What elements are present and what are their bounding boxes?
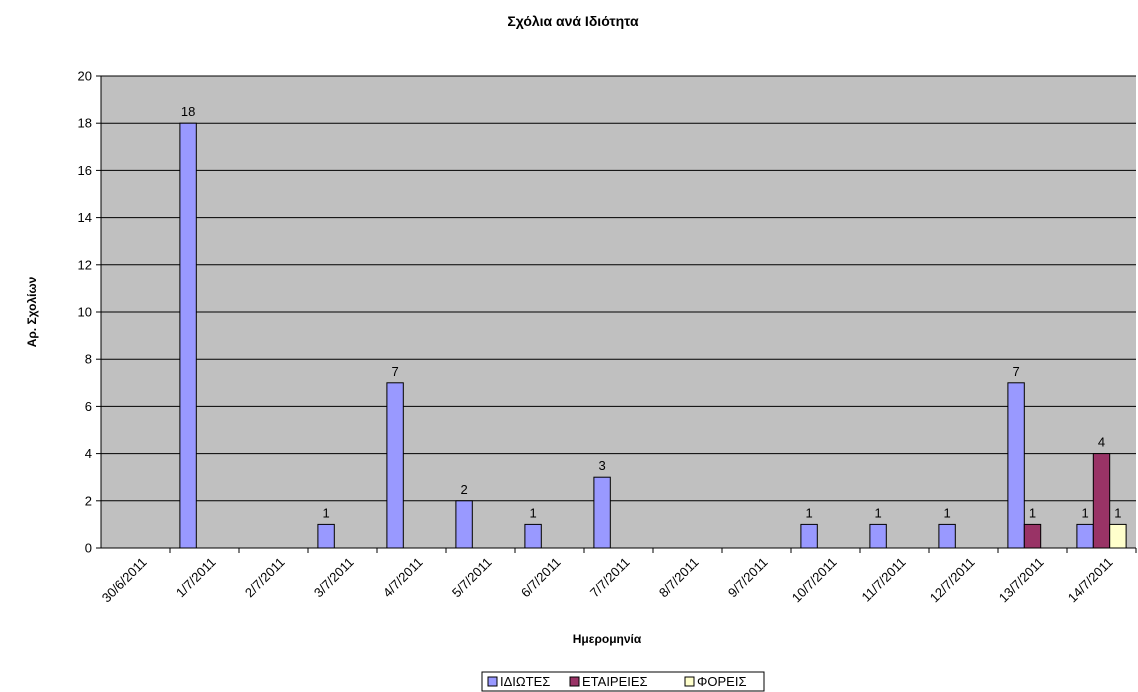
x-tick-label: 8/7/2011: [656, 555, 702, 601]
data-label: 1: [943, 505, 950, 520]
x-axis-title: Ημερομηνία: [573, 632, 642, 646]
legend-swatch: [684, 676, 695, 687]
data-label: 7: [391, 364, 398, 379]
x-tick-label: 7/7/2011: [587, 555, 633, 601]
data-label: 1: [1114, 505, 1121, 520]
bar: [593, 476, 611, 549]
legend-label: ΕΤΑΙΡΕΙΕΣ: [582, 674, 648, 689]
y-tick-label: 18: [78, 116, 92, 131]
legend-label: ΦΟΡΕΙΣ: [697, 674, 746, 689]
x-tick-label: 1/7/2011: [173, 555, 219, 601]
chart-title: Σχόλια ανά Ιδιότητα: [507, 13, 639, 29]
y-tick-label: 0: [85, 541, 92, 556]
data-label: 4: [1098, 435, 1105, 450]
x-tick-label: 14/7/2011: [1065, 555, 1116, 606]
data-label: 1: [529, 505, 536, 520]
bars-group: [179, 122, 1127, 549]
x-tick-label: 6/7/2011: [518, 555, 564, 601]
y-tick-label: 10: [78, 305, 92, 320]
data-label: 1: [1081, 505, 1088, 520]
data-label: 2: [460, 482, 467, 497]
bar: [317, 523, 335, 549]
y-tick-label: 6: [85, 399, 92, 414]
bar: [455, 500, 473, 549]
bar: [869, 523, 887, 549]
x-tick-label: 3/7/2011: [311, 555, 357, 601]
bar: [1109, 523, 1127, 549]
x-tick-label: 30/6/2011: [99, 555, 150, 606]
data-label: 3: [598, 458, 605, 473]
bar: [800, 523, 818, 549]
x-tick-labels: 30/6/2011 1/7/2011 2/7/2011 3/7/2011 4/7/201…: [99, 555, 1116, 606]
bar: [1076, 523, 1094, 549]
bar: [1092, 453, 1111, 549]
data-label: 1: [874, 505, 881, 520]
legend-swatch: [487, 676, 498, 687]
legend-swatch: [569, 676, 580, 687]
x-tick-label: 4/7/2011: [380, 555, 426, 601]
x-tick-label: 2/7/2011: [242, 555, 288, 601]
x-tick-label: 13/7/2011: [996, 555, 1047, 606]
x-tick-label: 11/7/2011: [858, 555, 908, 605]
y-tick-labels: 0 2 4 6 8 10 12 14 16 18 20: [78, 69, 92, 556]
data-label: 1: [805, 505, 812, 520]
gridlines: [101, 75, 1136, 502]
y-tick-label: 8: [85, 352, 92, 367]
y-axis-title: Αρ. Σχολίων: [25, 276, 39, 347]
x-tick-label: 12/7/2011: [927, 555, 978, 606]
legend: ΙΔΙΩΤΕΣ ΕΤΑΙΡΕΙΕΣ ΦΟΡΕΙΣ: [481, 671, 765, 692]
bar: [1023, 523, 1042, 549]
data-label: 1: [1029, 505, 1036, 520]
bar: [938, 523, 956, 549]
data-label: 1: [322, 505, 329, 520]
y-tick-label: 2: [85, 493, 92, 508]
y-tick-label: 12: [78, 257, 92, 272]
data-labels-group: 18 1 7 2 1 3 1 1 1 7 1 1 4 1: [181, 104, 1122, 520]
y-tick-label: 14: [78, 210, 92, 225]
y-tick-label: 16: [78, 163, 92, 178]
bar: [179, 122, 197, 549]
x-tick-label: 10/7/2011: [789, 555, 840, 606]
y-tick-label: 20: [78, 69, 92, 84]
bar: [1007, 382, 1025, 549]
legend-label: ΙΔΙΩΤΕΣ: [500, 674, 550, 689]
x-tick-label: 5/7/2011: [449, 555, 495, 601]
bar: [524, 523, 542, 549]
data-label: 18: [181, 104, 195, 119]
data-label: 7: [1012, 364, 1019, 379]
axes-group: [96, 75, 1137, 553]
y-tick-label: 4: [85, 446, 92, 461]
bar: [386, 382, 404, 549]
x-tick-label: 9/7/2011: [725, 555, 771, 601]
